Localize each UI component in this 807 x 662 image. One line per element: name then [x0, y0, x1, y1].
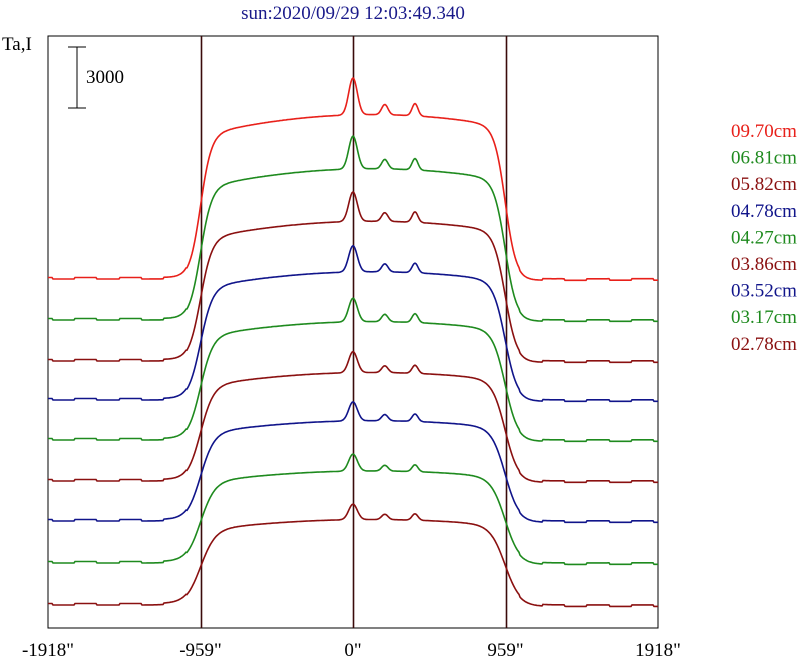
scale-bar-label: 3000: [86, 67, 124, 88]
legend-entry-2: 05.82cm: [731, 174, 797, 195]
series-lines: [48, 76, 658, 608]
series-line-03.86cm: [48, 350, 658, 484]
x-tick-label-1: -959": [179, 640, 222, 661]
legend-entry-4: 04.27cm: [731, 227, 797, 248]
x-tick-label-0: -1918": [22, 640, 74, 661]
legend-entry-7: 03.17cm: [731, 307, 797, 328]
x-tick-label-3: 959": [487, 640, 523, 661]
legend: 09.70cm 06.81cm 05.82cm 04.78cm 04.27cm 03.86…: [731, 121, 797, 355]
x-tick-label-2: 0": [344, 640, 361, 661]
series-line-04.78cm: [48, 244, 658, 403]
series-line-06.81cm: [48, 134, 658, 323]
y-axis-label: Ta,I: [2, 34, 32, 55]
legend-entry-6: 03.52cm: [731, 281, 797, 302]
series-line-02.78cm: [48, 503, 658, 608]
limb-center-lines: [200, 36, 508, 628]
legend-entry-8: 02.78cm: [731, 334, 797, 355]
legend-entry-5: 03.86cm: [731, 254, 797, 275]
series-line-09.70cm: [48, 76, 658, 282]
scale-bar: 3000: [68, 46, 124, 109]
x-tick-label-4: 1918": [635, 640, 681, 661]
legend-entry-3: 04.78cm: [731, 201, 797, 222]
x-axis-ticks: -1918" -959" 0" 959" 1918": [22, 640, 681, 661]
series-line-03.17cm: [48, 453, 658, 566]
series-line-05.82cm: [48, 190, 658, 364]
series-line-03.52cm: [48, 401, 658, 524]
legend-entry-0: 09.70cm: [731, 121, 797, 142]
chart-title: sun:2020/09/29 12:03:49.340: [241, 3, 465, 24]
series-line-04.27cm: [48, 297, 658, 443]
legend-entry-1: 06.81cm: [731, 148, 797, 169]
